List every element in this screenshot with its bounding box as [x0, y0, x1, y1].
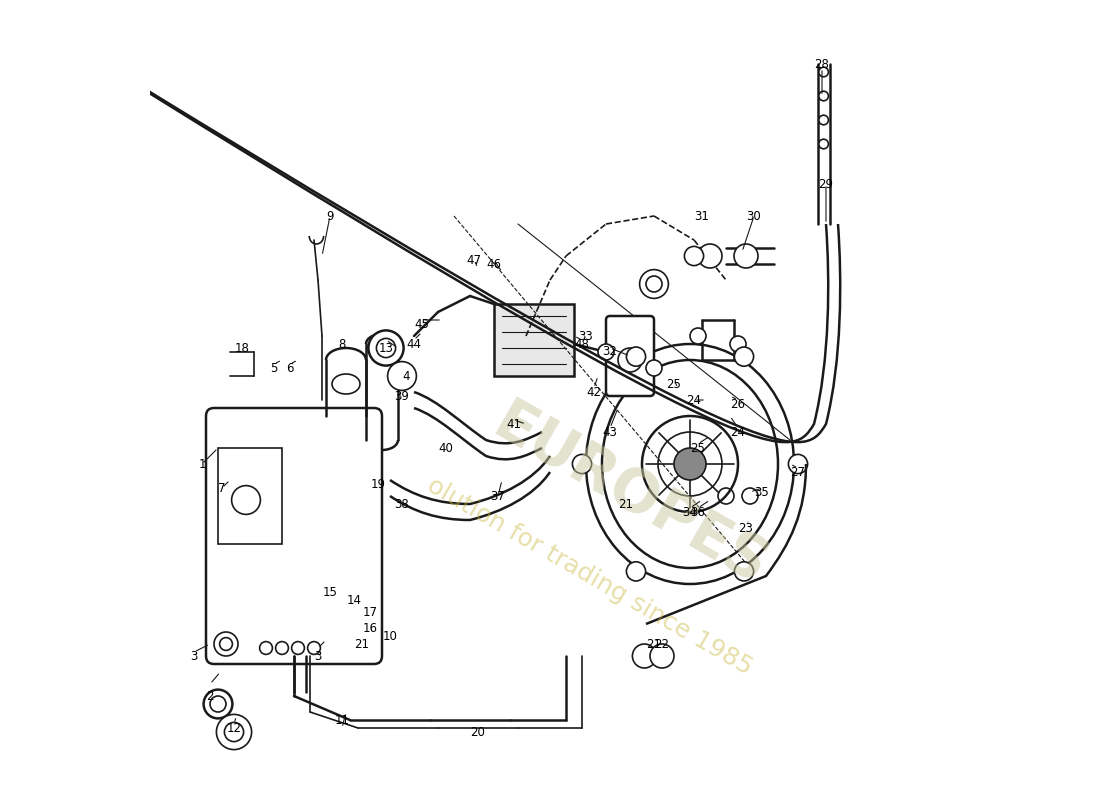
Circle shape	[572, 454, 592, 474]
Text: 22: 22	[654, 638, 670, 650]
Circle shape	[818, 139, 828, 149]
Text: 8: 8	[339, 338, 345, 350]
Text: 5: 5	[271, 362, 277, 374]
Text: 24: 24	[730, 426, 746, 438]
Circle shape	[626, 347, 646, 366]
Text: 21: 21	[618, 498, 634, 510]
Circle shape	[818, 91, 828, 101]
Text: 6: 6	[286, 362, 294, 374]
Text: 36: 36	[691, 506, 705, 518]
Circle shape	[598, 344, 614, 360]
Circle shape	[698, 244, 722, 268]
Circle shape	[789, 454, 807, 474]
Text: 13: 13	[378, 342, 394, 354]
Circle shape	[217, 714, 252, 750]
Text: 28: 28	[815, 58, 829, 70]
Text: 20: 20	[471, 726, 485, 738]
Text: 25: 25	[691, 442, 705, 454]
Text: 41: 41	[506, 418, 521, 430]
Bar	[494, 304, 574, 376]
Text: 24: 24	[686, 394, 702, 406]
Text: 17: 17	[363, 606, 377, 618]
Circle shape	[204, 690, 232, 718]
Text: 4: 4	[403, 370, 409, 382]
Circle shape	[368, 330, 404, 366]
Text: 40: 40	[439, 442, 453, 454]
Text: 10: 10	[383, 630, 397, 642]
Text: 21: 21	[354, 638, 370, 650]
FancyBboxPatch shape	[206, 408, 382, 664]
Text: 1: 1	[198, 458, 206, 470]
Circle shape	[735, 347, 754, 366]
Text: 14: 14	[346, 594, 362, 606]
Circle shape	[730, 336, 746, 352]
Text: 32: 32	[603, 346, 617, 358]
Text: 30: 30	[747, 210, 761, 222]
Circle shape	[718, 488, 734, 504]
Text: 25: 25	[667, 378, 681, 390]
Text: 16: 16	[363, 622, 377, 634]
Text: 3: 3	[190, 650, 198, 662]
Text: 19: 19	[371, 478, 385, 490]
Text: 37: 37	[491, 490, 505, 502]
Circle shape	[650, 644, 674, 668]
Circle shape	[734, 244, 758, 268]
Circle shape	[618, 348, 642, 372]
Text: 34: 34	[683, 506, 697, 518]
Text: 2: 2	[207, 690, 213, 702]
Text: 44: 44	[407, 338, 421, 350]
Text: 18: 18	[234, 342, 250, 354]
Circle shape	[632, 644, 657, 668]
Text: 35: 35	[755, 486, 769, 498]
Bar	[218, 448, 282, 544]
Circle shape	[626, 562, 646, 581]
Text: 47: 47	[466, 254, 482, 266]
Ellipse shape	[602, 360, 778, 568]
Circle shape	[818, 115, 828, 125]
Circle shape	[818, 67, 828, 77]
Text: 42: 42	[586, 386, 602, 398]
Text: 26: 26	[730, 398, 746, 410]
Text: 11: 11	[334, 714, 350, 726]
Text: 7: 7	[218, 482, 226, 494]
Circle shape	[742, 488, 758, 504]
Text: 29: 29	[818, 178, 834, 190]
Circle shape	[292, 642, 305, 654]
Circle shape	[690, 328, 706, 344]
Circle shape	[308, 642, 320, 654]
Circle shape	[735, 562, 754, 581]
Circle shape	[674, 448, 706, 480]
Text: 3: 3	[315, 650, 321, 662]
Circle shape	[387, 362, 417, 390]
Text: 15: 15	[322, 586, 338, 598]
Circle shape	[214, 632, 238, 656]
Text: 31: 31	[694, 210, 710, 222]
Text: 21: 21	[647, 638, 661, 650]
Text: 12: 12	[227, 722, 242, 734]
Text: 43: 43	[603, 426, 617, 438]
FancyBboxPatch shape	[606, 316, 654, 396]
Text: 46: 46	[486, 258, 502, 270]
Circle shape	[646, 360, 662, 376]
Text: EUROPES: EUROPES	[483, 394, 777, 598]
Text: 9: 9	[327, 210, 333, 222]
FancyArrow shape	[710, 501, 758, 507]
Text: olution for trading since 1985: olution for trading since 1985	[424, 473, 757, 679]
Circle shape	[260, 642, 273, 654]
Text: 23: 23	[738, 522, 754, 534]
Text: 39: 39	[395, 390, 409, 402]
Text: 48: 48	[574, 338, 590, 350]
Circle shape	[639, 270, 669, 298]
Text: 38: 38	[395, 498, 409, 510]
Text: 33: 33	[579, 330, 593, 342]
Text: 45: 45	[415, 318, 429, 330]
Text: 27: 27	[791, 466, 805, 478]
Circle shape	[276, 642, 288, 654]
Circle shape	[684, 246, 704, 266]
